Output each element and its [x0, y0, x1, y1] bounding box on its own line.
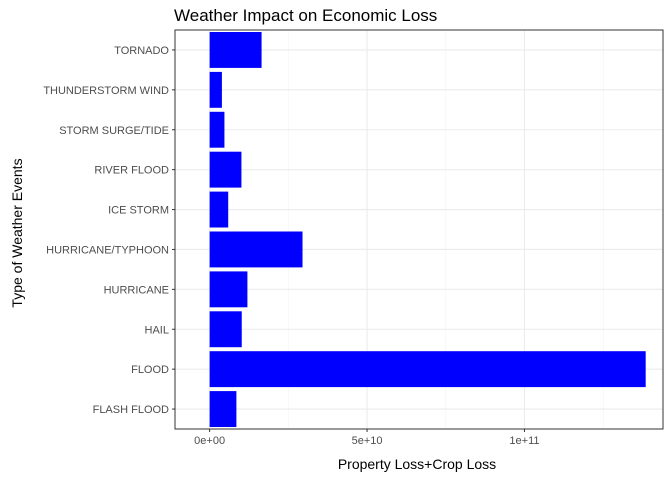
- y-tick-label: HAIL: [145, 324, 169, 336]
- y-tick-label: RIVER FLOOD: [94, 165, 169, 177]
- grid: [175, 30, 663, 429]
- y-tick-label: ICE STORM: [108, 205, 169, 217]
- bar: [209, 271, 248, 308]
- bars: [209, 31, 646, 428]
- bar: [209, 351, 646, 388]
- x-tick-label: 5e+10: [352, 435, 383, 447]
- bar: [209, 111, 225, 148]
- bar: [209, 391, 237, 428]
- bar: [209, 311, 242, 348]
- y-tick-label: FLASH FLOOD: [93, 404, 169, 416]
- y-axis-title: Type of Weather Events: [9, 158, 25, 308]
- bar: [209, 71, 222, 108]
- bar: [209, 231, 303, 268]
- chart-title: Weather Impact on Economic Loss: [174, 6, 438, 25]
- x-axis-ticks: 0e+00 5e+10 1e+11: [194, 429, 540, 447]
- bar: [209, 191, 229, 228]
- y-tick-label: HURRICANE/TYPHOON: [46, 244, 169, 256]
- y-axis-ticks: FLASH FLOOD FLOOD HAIL HURRICANE HURRICANE/T…: [43, 45, 175, 416]
- x-tick-label: 0e+00: [194, 435, 225, 447]
- y-tick-label: TORNADO: [114, 45, 169, 57]
- x-axis-title: Property Loss+Crop Loss: [337, 456, 497, 472]
- y-tick-label: HURRICANE: [104, 284, 169, 296]
- y-tick-label: FLOOD: [131, 364, 169, 376]
- bar: [209, 31, 262, 68]
- y-tick-label: THUNDERSTORM WIND: [43, 85, 169, 97]
- y-tick-label: STORM SURGE/TIDE: [59, 125, 169, 137]
- panel-border: [174, 29, 664, 430]
- x-tick-label: 1e+11: [509, 435, 539, 447]
- bar: [209, 151, 242, 188]
